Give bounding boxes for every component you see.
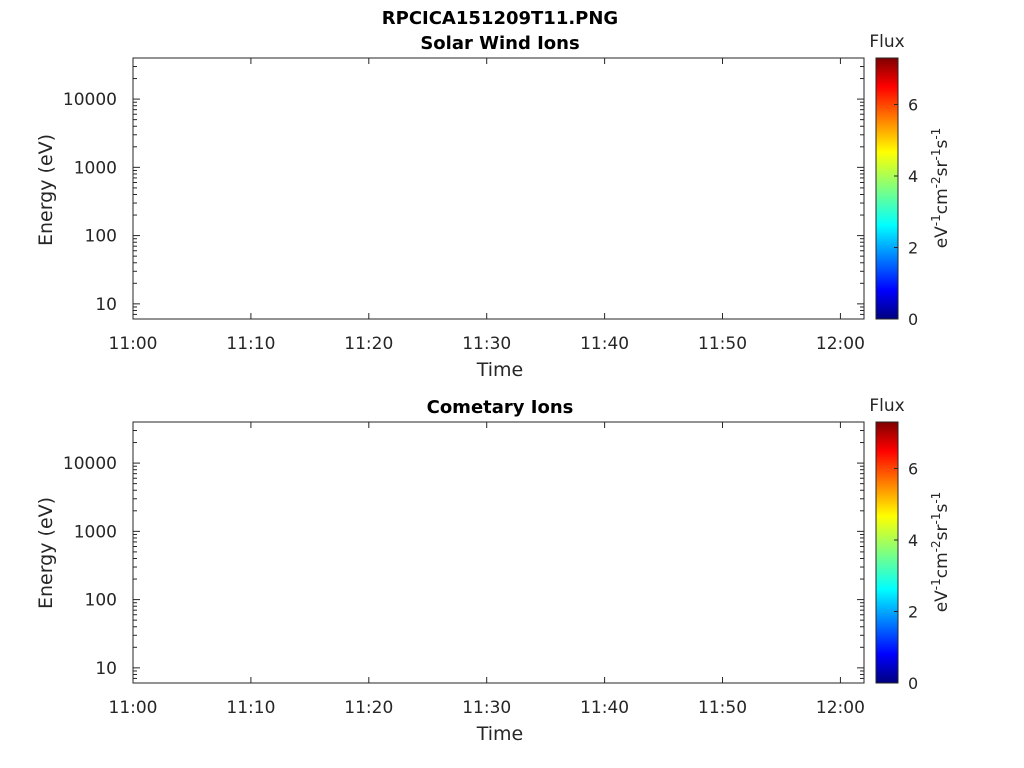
x-tick-label: 11:50: [698, 334, 747, 354]
y-tick-label: 1000: [74, 158, 117, 178]
solar-wind-x-label: Time: [476, 359, 524, 381]
solar-wind-y-ticks: 10 100 1000 10000: [63, 57, 864, 320]
y-tick-label: 10000: [63, 90, 117, 110]
x-tick-label: 11:40: [580, 334, 629, 354]
figure-title: RPCICA151209T11.PNG: [382, 8, 618, 29]
x-tick-label: 11:20: [344, 334, 393, 354]
cometary-panel: Cometary Ions 11:00 11:10 11:20 11:30 11:40 1…: [35, 396, 952, 745]
colorbar-tick-label: 6: [908, 95, 918, 114]
colorbar-unit-ev: eV: [932, 226, 952, 248]
x-tick-label: 11:00: [109, 334, 158, 354]
solar-wind-axes-box: [132, 57, 865, 320]
colorbar-tick-label: 4: [908, 167, 918, 186]
x-tick-label: 12:00: [816, 334, 865, 354]
y-tick-label: 10: [95, 295, 117, 315]
y-tick-label: 100: [85, 227, 117, 247]
solar-wind-x-ticks: 11:00 11:10 11:20 11:30 11:40 11:50 12:00: [109, 58, 865, 354]
x-tick-label: 11:10: [226, 334, 275, 354]
panel-title-cometary: Cometary Ions: [427, 397, 574, 418]
solar-wind-y-label: Energy (eV): [35, 134, 57, 246]
colorbar-tick-label: 2: [908, 238, 918, 257]
panel-title-solar-wind: Solar Wind Ions: [420, 33, 579, 54]
solar-wind-colorbar-ticks: 0 2 4 6: [894, 95, 918, 329]
solar-wind-colorbar-label: eV-1cm-2sr-1s-1: [929, 128, 952, 249]
solar-wind-colorbar-title: Flux: [869, 32, 904, 52]
x-tick-label: 11:30: [462, 334, 511, 354]
colorbar-tick-label: 0: [908, 310, 918, 329]
solar-wind-panel: Solar Wind Ions 11:00 11:10 11:20 11:30 11:4…: [35, 32, 952, 381]
solar-wind-colorbar: [875, 57, 899, 320]
